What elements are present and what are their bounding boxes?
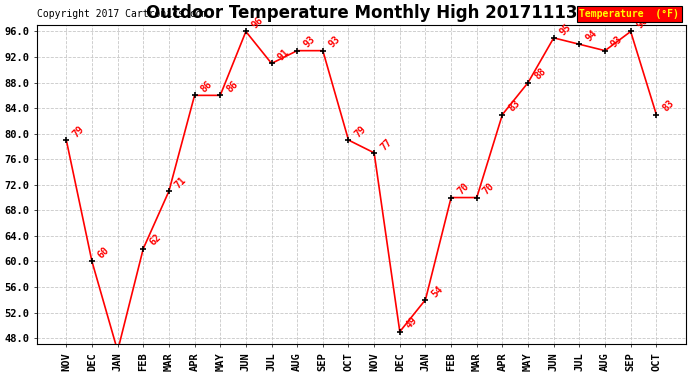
Text: 77: 77 [378, 136, 394, 152]
Text: 93: 93 [609, 34, 624, 50]
Text: 93: 93 [327, 34, 342, 50]
Text: 88: 88 [532, 66, 548, 82]
Title: Outdoor Temperature Monthly High 20171113: Outdoor Temperature Monthly High 2017111… [146, 4, 577, 22]
Text: 96: 96 [635, 15, 650, 31]
Text: 79: 79 [353, 124, 368, 139]
Text: 91: 91 [276, 47, 291, 63]
Text: 62: 62 [148, 232, 163, 248]
Text: 93: 93 [302, 34, 317, 50]
Text: 54: 54 [430, 284, 445, 299]
Text: 71: 71 [173, 175, 188, 190]
Text: 70: 70 [455, 182, 471, 197]
Text: 96: 96 [250, 15, 266, 31]
Text: Copyright 2017 Cartronics.com: Copyright 2017 Cartronics.com [37, 9, 207, 19]
Text: 86: 86 [224, 79, 239, 94]
Text: 70: 70 [481, 182, 496, 197]
Text: 46: 46 [0, 374, 1, 375]
Text: Temperature  (°F): Temperature (°F) [580, 9, 680, 19]
Text: 83: 83 [506, 98, 522, 114]
Text: 60: 60 [96, 245, 112, 261]
Text: 95: 95 [558, 22, 573, 37]
Text: 94: 94 [584, 28, 599, 44]
Text: 86: 86 [199, 79, 214, 94]
Text: 79: 79 [70, 124, 86, 139]
Text: 49: 49 [404, 315, 420, 331]
Text: 83: 83 [660, 98, 676, 114]
